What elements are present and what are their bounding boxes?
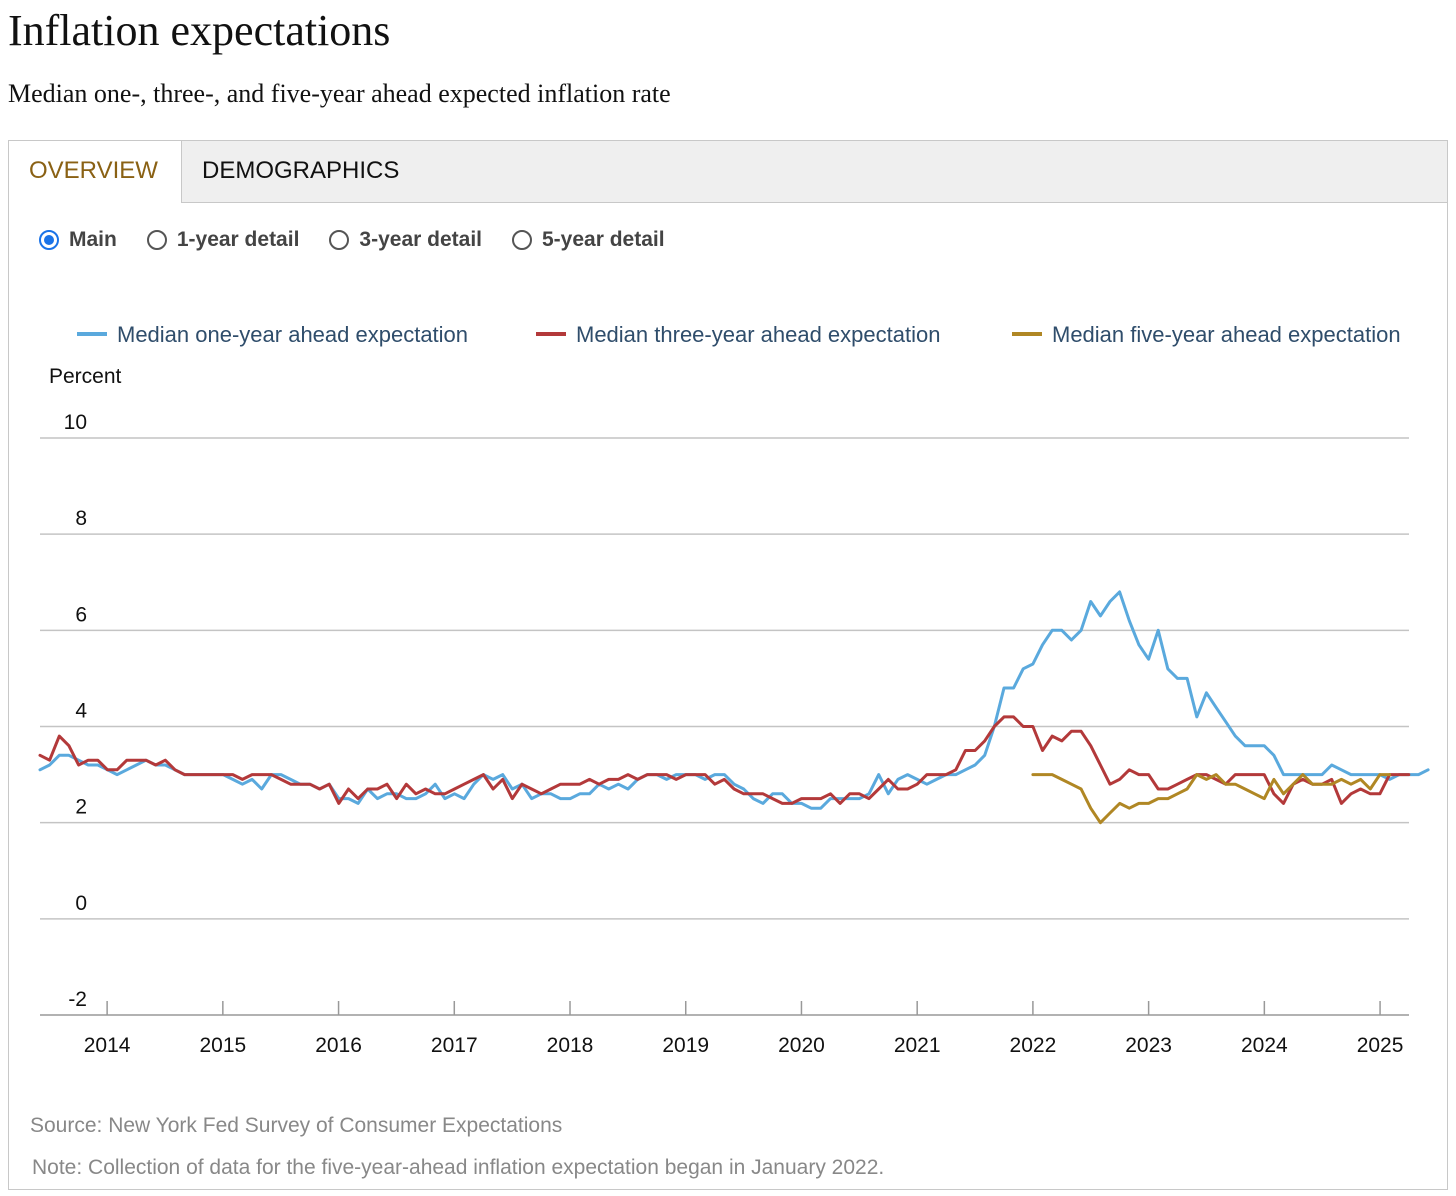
radio-unchecked-icon[interactable] [329, 230, 350, 250]
y-tick-label: 4 [75, 700, 87, 723]
legend-label: Median three-year ahead expectation [576, 322, 940, 347]
x-tick-label: 2017 [431, 1034, 478, 1057]
series-line-2 [38, 715, 1411, 805]
tab-bar: OVERVIEW DEMOGRAPHICS [9, 141, 1447, 203]
x-tick-label: 2025 [1357, 1034, 1404, 1057]
legend-label: Median one-year ahead expectation [117, 322, 468, 347]
y-tick-label: 2 [75, 796, 87, 819]
series-line-3 [1031, 773, 1392, 825]
radio-1-year-detail[interactable]: 1-year detail [146, 228, 300, 252]
radio-unchecked-icon[interactable] [512, 230, 532, 250]
x-tick-label: 2021 [894, 1034, 941, 1057]
radio-3-year-detail[interactable]: 3-year detail [329, 228, 482, 252]
x-tick-label: 2015 [199, 1034, 246, 1057]
y-tick-label: 0 [75, 892, 87, 915]
view-selector: Main 1-year detail 3-year detail 5-year … [39, 225, 695, 255]
radio-unchecked-icon[interactable] [146, 230, 167, 250]
y-tick-label: 8 [75, 507, 87, 530]
line-chart: Percent -2 0 2 4 6 8 10 2014 2015 2016 2017 2018 2019… [38, 322, 1430, 1057]
radio-checked-icon[interactable] [39, 230, 59, 250]
x-tick-label: 2018 [547, 1034, 594, 1057]
radio-5-year-detail[interactable]: 5-year detail [512, 228, 665, 252]
x-tick-label: 2016 [315, 1034, 362, 1057]
x-tick-label: 2024 [1241, 1034, 1288, 1057]
x-tick-label: 2023 [1125, 1034, 1172, 1057]
radio-main[interactable]: Main [39, 228, 117, 252]
footnote: Note: Collection of data for the five-ye… [32, 1156, 885, 1179]
radio-label: Main [69, 228, 117, 251]
x-tick-label: 2014 [84, 1034, 131, 1057]
source-note: Source: New York Fed Survey of Consumer … [30, 1114, 563, 1137]
radio-label: 1-year detail [176, 228, 300, 251]
tab-demographics[interactable]: DEMOGRAPHICS [202, 157, 400, 184]
radio-label: 3-year detail [359, 228, 482, 251]
tab-overview[interactable]: OVERVIEW [9, 141, 182, 203]
x-tick-label: 2022 [1010, 1034, 1057, 1057]
y-tick-label: 6 [75, 603, 87, 626]
page-subtitle: Median one-, three-, and five-year ahead… [8, 79, 671, 108]
page-title: Inflation expectations [8, 6, 391, 55]
y-tick-label: 10 [64, 411, 87, 434]
x-tick-label: 2019 [662, 1034, 709, 1057]
x-tick-label: 2020 [778, 1034, 825, 1057]
radio-label: 5-year detail [542, 228, 665, 251]
y-axis-title: Percent [49, 365, 122, 388]
y-tick-label: -2 [68, 988, 87, 1011]
legend-label: Median five-year ahead expectation [1052, 322, 1401, 347]
